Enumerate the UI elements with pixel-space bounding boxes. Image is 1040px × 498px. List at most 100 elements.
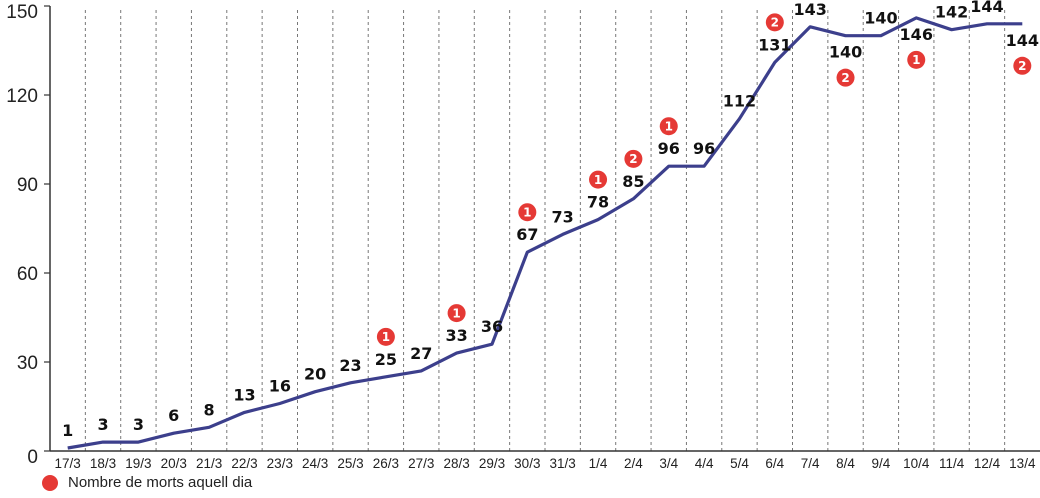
death-badge: 2 [1013, 56, 1032, 75]
x-tick-label: 2/4 [624, 456, 643, 470]
death-badge-label: 2 [841, 71, 849, 85]
data-label: 3 [133, 415, 144, 434]
x-tick-label: 28/3 [443, 456, 469, 470]
death-badge-label: 1 [523, 206, 531, 220]
x-tick-label: 12/4 [974, 456, 1001, 470]
data-label: 140 [864, 9, 897, 28]
data-label: 13 [233, 385, 255, 404]
death-badge: 1 [589, 170, 608, 189]
x-tick-label: 31/3 [550, 456, 576, 470]
data-label: 112 [723, 92, 756, 111]
y-tick-label: 120 [6, 86, 38, 107]
death-badge-label: 2 [629, 152, 637, 166]
y-tick-label: 30 [17, 353, 38, 374]
data-label: 23 [339, 356, 361, 375]
data-label: 144 [970, 0, 1003, 16]
x-tick-label: 13/4 [1009, 456, 1036, 470]
death-badge: 1 [907, 50, 926, 69]
death-badge-label: 2 [771, 16, 779, 30]
death-badge-circle [1013, 56, 1032, 75]
death-badge: 1 [447, 304, 466, 323]
death-badge-label: 1 [594, 173, 602, 187]
data-label: 131 [758, 35, 791, 54]
death-badge: 1 [518, 203, 537, 222]
x-tick-label: 25/3 [337, 456, 363, 470]
death-badge: 2 [624, 149, 643, 168]
data-label: 85 [622, 172, 644, 191]
death-badge-label: 1 [912, 53, 920, 67]
legend: Nombre de morts aquell dia [42, 474, 252, 491]
x-tick-label: 20/3 [161, 456, 187, 470]
y-tick-labels: 0 30 60 90 120 150 [6, 2, 38, 468]
axes [44, 5, 1040, 452]
data-label: 36 [481, 317, 503, 336]
x-tick-label: 18/3 [90, 456, 116, 470]
data-label: 78 [587, 193, 609, 212]
data-label: 144 [1006, 31, 1039, 50]
death-badge-circle [624, 149, 643, 168]
legend-marker [42, 474, 58, 491]
death-badge-label: 1 [382, 330, 390, 344]
x-tick-label: 19/3 [125, 456, 151, 470]
death-badge: 1 [376, 327, 395, 346]
data-label: 146 [900, 25, 933, 44]
death-badge-label: 2 [1018, 59, 1026, 73]
y-tick-label: 90 [17, 175, 38, 196]
data-label: 140 [829, 43, 862, 62]
vertical-gridlines [84, 10, 1006, 451]
legend-label: Nombre de morts aquell dia [68, 474, 253, 491]
x-tick-label: 27/3 [408, 456, 434, 470]
x-tick-label: 23/3 [267, 456, 293, 470]
y-tick-label: 150 [6, 2, 38, 23]
data-label: 16 [269, 377, 291, 396]
x-tick-label: 3/4 [659, 456, 678, 470]
x-tick-label: 4/4 [695, 456, 714, 470]
data-label: 20 [304, 365, 326, 384]
death-badge: 2 [836, 68, 855, 87]
death-badge-circle [659, 117, 678, 136]
x-tick-label: 6/4 [765, 456, 784, 470]
death-badge-circle [836, 68, 855, 87]
data-label: 27 [410, 344, 432, 363]
data-label: 1 [62, 421, 73, 440]
x-tick-label: 11/4 [939, 456, 965, 470]
x-tick-label: 26/3 [373, 456, 399, 470]
x-tick-label: 24/3 [302, 456, 328, 470]
y-tick-label: 0 [27, 447, 38, 468]
death-badge: 2 [765, 13, 784, 32]
data-label: 67 [516, 225, 538, 244]
death-badge-label: 1 [665, 120, 673, 134]
x-tick-label: 30/3 [514, 456, 540, 470]
death-badge: 1 [659, 117, 678, 136]
death-badge-circle [376, 327, 395, 346]
data-label: 96 [693, 139, 715, 158]
death-badge-circle [907, 50, 926, 69]
data-label: 8 [204, 400, 215, 419]
data-label: 142 [935, 3, 968, 22]
y-tick-label: 60 [17, 264, 38, 285]
death-badge-circle [589, 170, 608, 189]
data-label: 33 [445, 326, 467, 345]
data-label: 143 [793, 0, 826, 19]
x-tick-label: 1/4 [589, 456, 608, 470]
data-label: 25 [375, 350, 397, 369]
death-badge-label: 1 [452, 306, 460, 320]
data-label: 96 [658, 139, 680, 158]
data-label: 73 [552, 207, 574, 226]
x-tick-label: 29/3 [479, 456, 505, 470]
series-line [67, 16, 1023, 450]
death-badge-circle [765, 13, 784, 32]
x-tick-label: 21/3 [196, 456, 222, 470]
data-label: 6 [168, 406, 179, 425]
x-tick-label: 17/3 [55, 456, 81, 470]
x-tick-label: 22/3 [231, 456, 257, 470]
x-tick-label: 10/4 [903, 456, 930, 470]
death-badge-circle [518, 203, 537, 222]
x-tick-label: 7/4 [801, 456, 820, 470]
x-tick-label: 8/4 [836, 456, 855, 470]
data-label: 3 [97, 415, 108, 434]
x-tick-labels: 17/3 18/3 19/3 20/3 21/3 22/3 23/3 24/3 25/3 26/3… [55, 456, 1036, 470]
